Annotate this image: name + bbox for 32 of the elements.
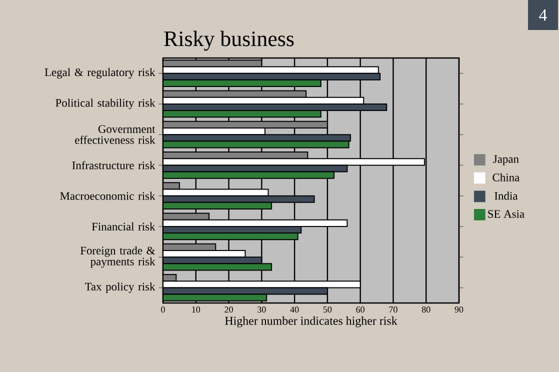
x-tick-label: 20 bbox=[224, 306, 233, 313]
legend-label: China bbox=[492, 173, 520, 182]
y-tick-label: Government effectiveness risk bbox=[75, 125, 156, 144]
y-tick-label: Tax policy risk bbox=[84, 282, 156, 293]
x-tick-label: 60 bbox=[356, 306, 364, 313]
x-tick-label: 70 bbox=[389, 306, 398, 313]
y-tick-label: Macroeconomic risk bbox=[60, 192, 156, 200]
y-tick-label: Infrastructure risk bbox=[72, 161, 156, 170]
x-tick-label: 50 bbox=[323, 306, 332, 313]
y-tick-label: Political stability risk bbox=[56, 98, 156, 110]
bar bbox=[163, 90, 307, 98]
y-tick-label: Foreign trade & payments risk bbox=[80, 246, 156, 268]
bar bbox=[163, 263, 272, 271]
y-tick-label: Financial risk bbox=[92, 222, 156, 230]
x-tick-label: 80 bbox=[422, 306, 430, 313]
x-tick-label: 10 bbox=[192, 306, 200, 313]
bar bbox=[163, 287, 328, 295]
legend-label: India bbox=[494, 192, 518, 200]
bar bbox=[163, 188, 269, 196]
x-tick-label: 90 bbox=[454, 306, 464, 313]
bar bbox=[163, 140, 350, 148]
x-tick-label: 40 bbox=[290, 306, 299, 313]
x-tick-label: 0 bbox=[161, 306, 165, 313]
legend-label: Japan bbox=[493, 155, 519, 166]
bar bbox=[163, 66, 379, 74]
y-tick-label: Legal & regulatory risk bbox=[44, 68, 156, 79]
x-tick-label: 30 bbox=[258, 306, 266, 313]
text: 4 bbox=[539, 9, 547, 21]
x-axis-title: Higher number indicates higher risk bbox=[225, 316, 398, 328]
bar bbox=[163, 164, 348, 172]
chart-title: Risky business bbox=[164, 30, 294, 51]
legend-label: SE Asia bbox=[488, 210, 524, 218]
